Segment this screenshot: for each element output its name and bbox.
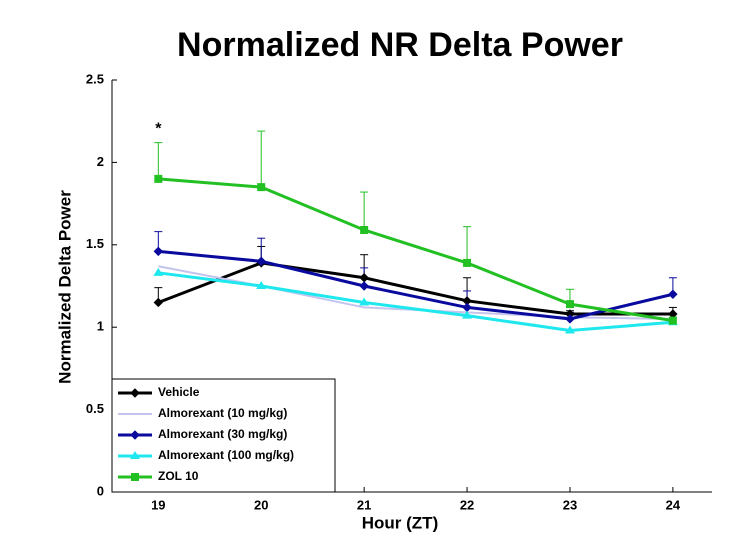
y-tick-label: 2 xyxy=(97,154,104,169)
y-tick-label: 0 xyxy=(97,483,104,498)
y-axis-label: Normalized Delta Power xyxy=(55,190,74,384)
chart-title: Normalized NR Delta Power xyxy=(177,26,623,64)
data-point xyxy=(153,297,164,308)
data-point xyxy=(565,300,574,309)
data-point xyxy=(257,183,266,192)
data-point xyxy=(256,256,266,266)
x-axis-label: Hour (ZT) xyxy=(362,513,438,532)
legend-marker xyxy=(130,388,140,398)
series-line xyxy=(158,249,674,321)
legend-marker xyxy=(130,430,140,440)
data-point xyxy=(360,225,369,234)
y-tick-label: 2.5 xyxy=(86,71,104,86)
data-point xyxy=(153,267,164,276)
x-tick-label: 19 xyxy=(151,497,165,512)
y-tick-label: 1.5 xyxy=(86,236,104,251)
y-tick-label: 0.5 xyxy=(86,401,104,416)
data-point xyxy=(359,297,370,306)
error-bar xyxy=(360,191,369,230)
legend-label: Almorexant (30 mg/kg) xyxy=(158,427,287,441)
legend-label: Almorexant (100 mg/kg) xyxy=(158,448,294,462)
series-line xyxy=(158,271,674,333)
data-point xyxy=(463,258,472,267)
data-point xyxy=(668,316,677,325)
legend-marker xyxy=(131,473,139,481)
data-point xyxy=(256,281,267,289)
series-line xyxy=(158,177,674,323)
legend-label: Vehicle xyxy=(158,385,200,399)
legend-marker xyxy=(130,451,140,459)
y-tick-label: 1 xyxy=(97,319,104,334)
data-point xyxy=(564,325,575,334)
legend-label: Almorexant (10 mg/kg) xyxy=(158,406,287,420)
data-point xyxy=(154,174,163,183)
data-point xyxy=(153,246,164,257)
data-point xyxy=(359,281,369,291)
x-tick-label: 21 xyxy=(357,497,371,512)
x-tick-label: 20 xyxy=(254,497,268,512)
data-point xyxy=(668,289,678,299)
data-point xyxy=(462,310,473,319)
error-bar xyxy=(154,142,163,179)
x-tick-label: 22 xyxy=(460,497,474,512)
x-tick-label: 24 xyxy=(666,497,681,512)
legend-label: ZOL 10 xyxy=(158,469,199,483)
annotation: * xyxy=(155,121,162,138)
error-bar xyxy=(463,226,472,263)
error-bar xyxy=(257,130,266,188)
data-point xyxy=(565,314,575,324)
x-tick-label: 23 xyxy=(563,497,577,512)
